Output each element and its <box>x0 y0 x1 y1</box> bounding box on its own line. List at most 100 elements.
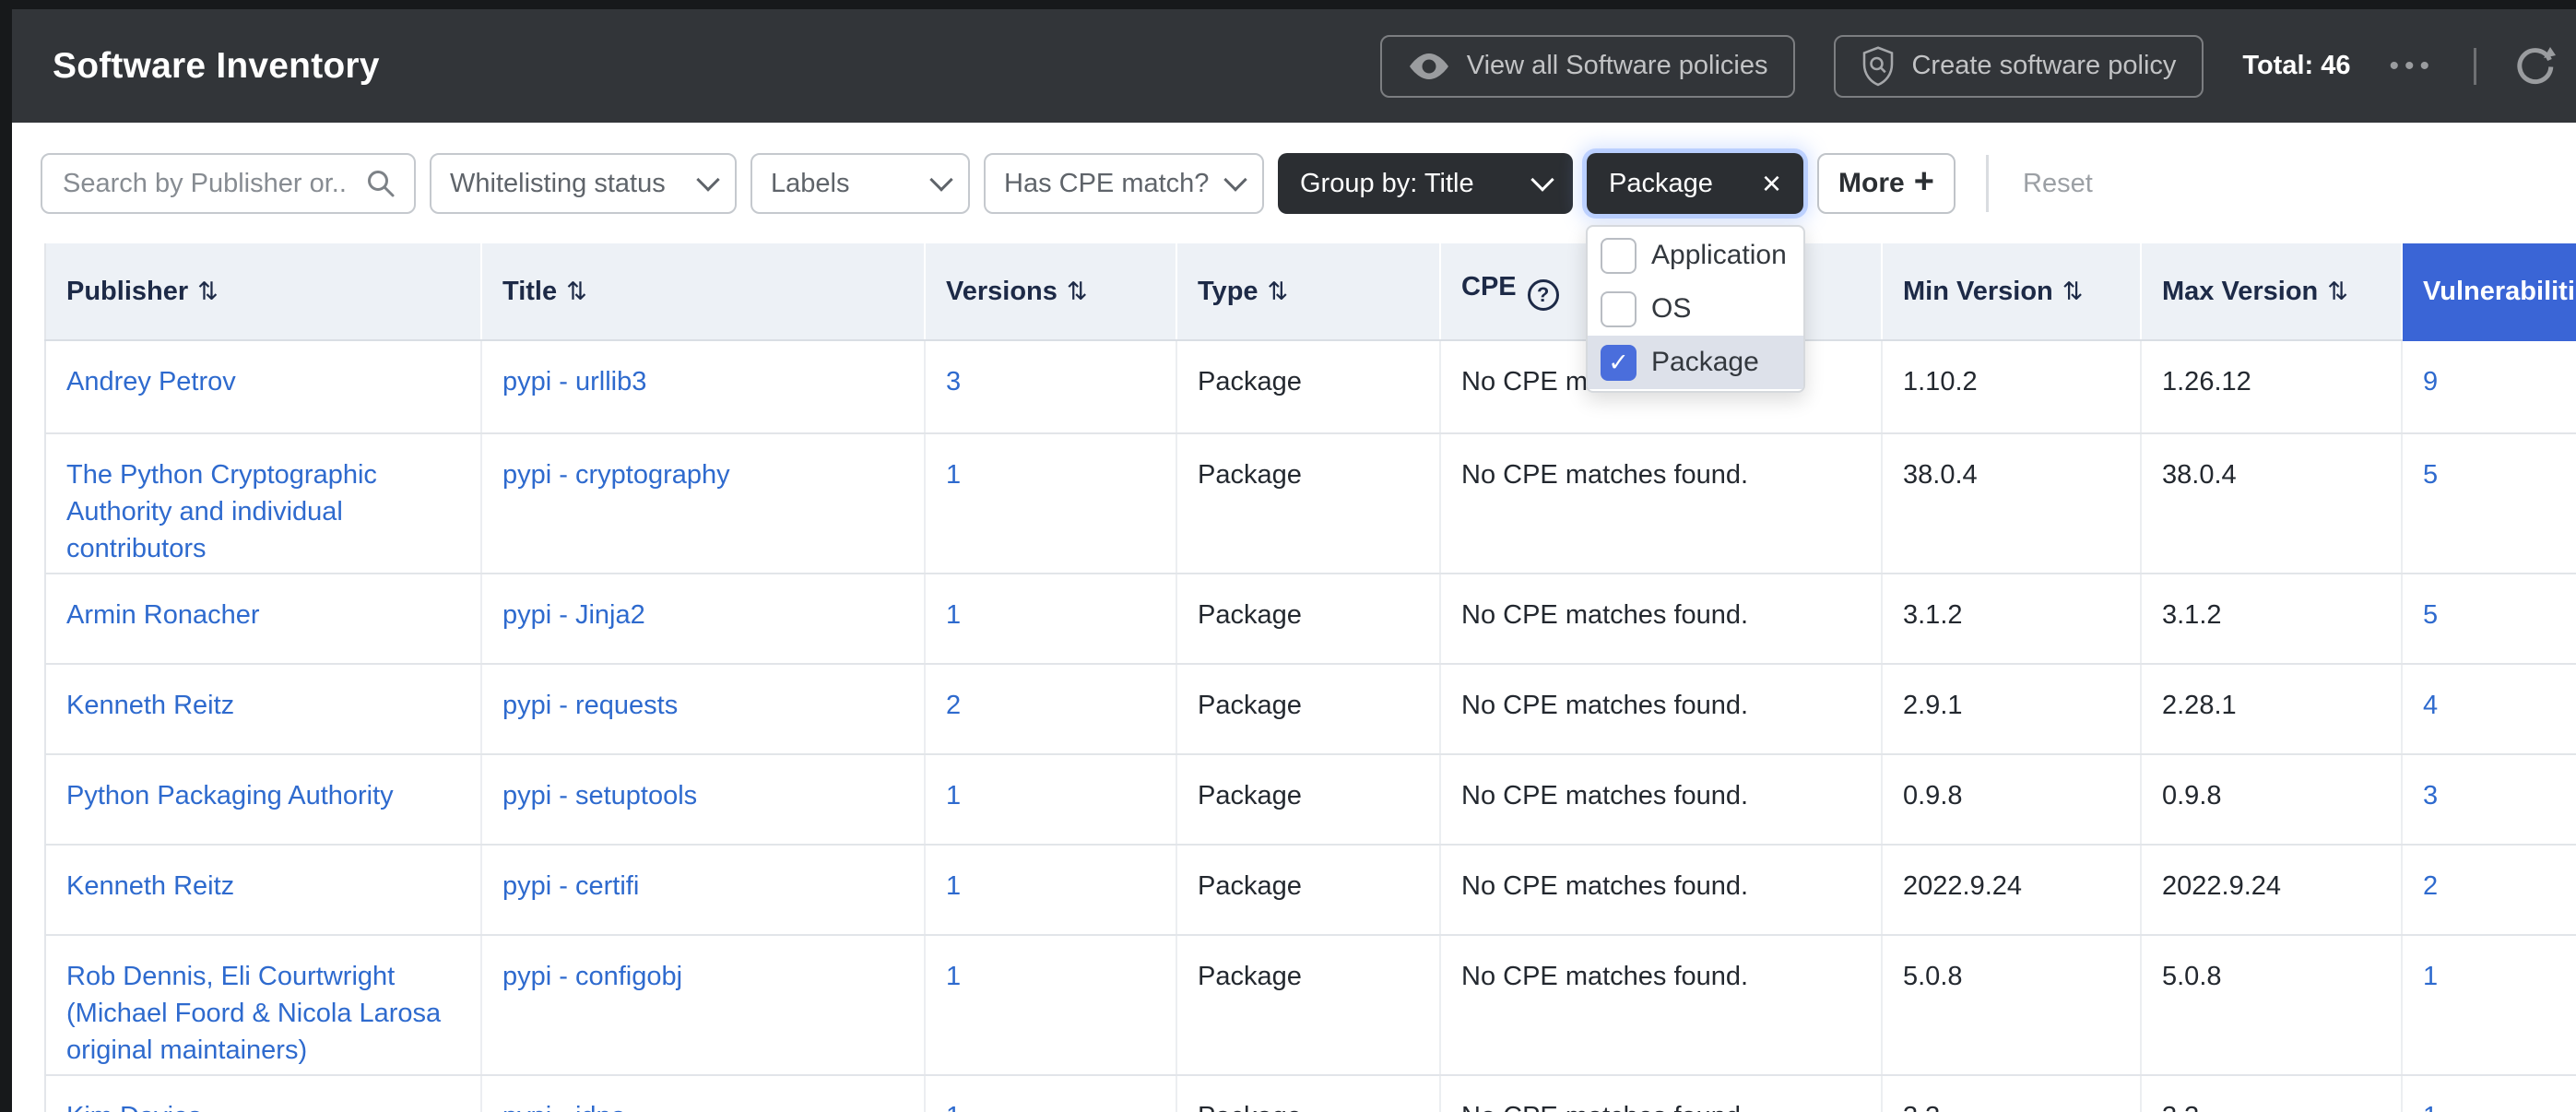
title-link[interactable]: pypi - configobj <box>502 962 683 991</box>
column-header-versions[interactable]: Versions ⇅ <box>925 243 1177 341</box>
table-cell: pypi - certifi <box>481 845 926 936</box>
table-cell: 4 <box>2402 664 2576 755</box>
checkbox-unchecked-icon[interactable] <box>1601 290 1637 327</box>
type-cell: Package <box>1176 664 1441 755</box>
help-icon[interactable]: ? <box>1527 279 1559 311</box>
filter-divider <box>1986 155 1989 212</box>
vulnerabilities-link[interactable]: 5 <box>2423 460 2439 490</box>
publisher-link[interactable]: Kenneth Reitz <box>66 691 235 720</box>
table-cell: pypi - idna <box>481 1075 926 1112</box>
labels-dropdown[interactable]: Labels <box>750 153 970 214</box>
dropdown-option-application[interactable]: Application <box>1588 229 1803 282</box>
labels-label: Labels <box>771 168 850 198</box>
versions-link[interactable]: 2 <box>946 691 962 720</box>
refresh-icon[interactable] <box>2515 46 2556 87</box>
dropdown-option-label: OS <box>1651 293 1692 324</box>
publisher-link[interactable]: Python Packaging Authority <box>66 781 394 810</box>
versions-link[interactable]: 1 <box>946 871 962 901</box>
whitelisting-status-dropdown[interactable]: Whitelisting status <box>430 153 737 214</box>
search-input[interactable] <box>61 167 350 200</box>
publisher-link[interactable]: The Python Cryptographic Authority and i… <box>66 460 377 563</box>
column-header-publisher[interactable]: Publisher ⇅ <box>45 243 482 341</box>
window-top-edge <box>0 0 2576 9</box>
column-header-max-version[interactable]: Max Version ⇅ <box>2141 243 2403 341</box>
plus-icon: + <box>1913 161 1934 201</box>
publisher-link[interactable]: Kim Davies <box>66 1102 202 1112</box>
table-row: Kenneth Reitz pypi - certifi 1 Package No CP… <box>45 845 2576 936</box>
title-link[interactable]: pypi - certifi <box>502 871 640 901</box>
column-header-min-version[interactable]: Min Version ⇅ <box>1882 243 2142 341</box>
filter-bar: Whitelisting status Labels Has CPE match… <box>41 153 2093 214</box>
table-cell: 1 <box>925 935 1177 1076</box>
total-count: Total: 46 <box>2242 51 2351 80</box>
column-header-type[interactable]: Type ⇅ <box>1176 243 1441 341</box>
checkbox-unchecked-icon[interactable] <box>1601 237 1637 274</box>
publisher-link[interactable]: Kenneth Reitz <box>66 871 235 901</box>
chevron-down-icon <box>1223 168 1247 192</box>
create-software-policy-button[interactable]: Create software policy <box>1834 34 2204 98</box>
type-cell: Package <box>1176 1075 1441 1112</box>
table-cell: 2 <box>925 664 1177 755</box>
table-cell: 1 <box>925 574 1177 665</box>
table-row: Armin Ronacher pypi - Jinja2 1 Package No CP… <box>45 574 2576 665</box>
chevron-down-icon <box>1530 168 1554 192</box>
group-by-dropdown[interactable]: Group by: Title <box>1278 153 1573 214</box>
type-cell: Package <box>1176 935 1441 1076</box>
eye-icon <box>1409 53 1448 79</box>
max-version-cell: 5.0.8 <box>2141 935 2403 1076</box>
sort-icon: ⇅ <box>2062 277 2084 306</box>
title-link[interactable]: pypi - setuptools <box>502 781 698 810</box>
software-inventory-table: Publisher ⇅ Title ⇅ Versions ⇅ Type ⇅ CPE? M… <box>44 243 2576 1112</box>
versions-link[interactable]: 1 <box>946 600 962 630</box>
vulnerabilities-link[interactable]: 1 <box>2423 1102 2438 1112</box>
min-version-cell: 1.10.2 <box>1882 340 2142 434</box>
vulnerabilities-link[interactable]: 4 <box>2423 691 2439 720</box>
column-header-vulnerabilities[interactable]: Vulnerabilities <box>2402 243 2576 341</box>
title-link[interactable]: pypi - requests <box>502 691 679 720</box>
vulnerabilities-link[interactable]: 2 <box>2423 871 2439 901</box>
sort-icon: ⇅ <box>197 277 219 306</box>
versions-link[interactable]: 1 <box>946 460 962 490</box>
view-all-software-policies-button[interactable]: View all Software policies <box>1379 34 1796 98</box>
dropdown-option-package[interactable]: ✓ Package <box>1588 336 1803 389</box>
publisher-link[interactable]: Andrey Petrov <box>66 367 236 396</box>
vulnerabilities-link[interactable]: 5 <box>2423 600 2439 630</box>
table-header-row: Publisher ⇅ Title ⇅ Versions ⇅ Type ⇅ CPE? M… <box>45 243 2576 341</box>
table-cell: 1 <box>925 754 1177 846</box>
table-cell: 5 <box>2402 574 2576 665</box>
versions-link[interactable]: 1 <box>946 1102 961 1112</box>
more-filters-button[interactable]: More + <box>1817 153 1956 214</box>
table-cell: pypi - requests <box>481 664 926 755</box>
column-header-title[interactable]: Title ⇅ <box>481 243 926 341</box>
table-cell: 1 <box>2402 1075 2576 1112</box>
search-field[interactable] <box>41 153 416 214</box>
publisher-link[interactable]: Rob Dennis, Eli Courtwright (Michael Foo… <box>66 962 442 1065</box>
cpe-cell: No CPE matches found. <box>1440 574 1883 665</box>
vulnerabilities-link[interactable]: 1 <box>2423 962 2439 991</box>
table-cell: pypi - setuptools <box>481 754 926 846</box>
title-link[interactable]: pypi - idna <box>502 1102 626 1112</box>
table-cell: 3 <box>2402 754 2576 846</box>
versions-link[interactable]: 1 <box>946 781 962 810</box>
type-filter-chip[interactable]: Package × <box>1587 153 1803 214</box>
table-cell: pypi - configobj <box>481 935 926 1076</box>
close-icon[interactable]: × <box>1761 164 1781 202</box>
publisher-link[interactable]: Armin Ronacher <box>66 600 260 630</box>
more-options-icon[interactable]: ••• <box>2389 50 2435 81</box>
vulnerabilities-link[interactable]: 9 <box>2423 367 2439 396</box>
versions-link[interactable]: 1 <box>946 962 962 991</box>
table-row: Andrey Petrov pypi - urllib3 3 Package No CP… <box>45 340 2576 434</box>
dropdown-option-os[interactable]: OS <box>1588 282 1803 336</box>
cpe-cell: No CPE matches found. <box>1440 935 1883 1076</box>
title-link[interactable]: pypi - Jinja2 <box>502 600 645 630</box>
title-link[interactable]: pypi - cryptography <box>502 460 730 490</box>
vulnerabilities-link[interactable]: 3 <box>2423 781 2439 810</box>
title-link[interactable]: pypi - urllib3 <box>502 367 647 396</box>
versions-link[interactable]: 3 <box>946 367 962 396</box>
checkbox-checked-icon[interactable]: ✓ <box>1601 344 1637 381</box>
has-cpe-match-dropdown[interactable]: Has CPE match? <box>984 153 1264 214</box>
reset-filters-link[interactable]: Reset <box>2023 168 2093 198</box>
sort-icon: ⇅ <box>2327 277 2348 306</box>
